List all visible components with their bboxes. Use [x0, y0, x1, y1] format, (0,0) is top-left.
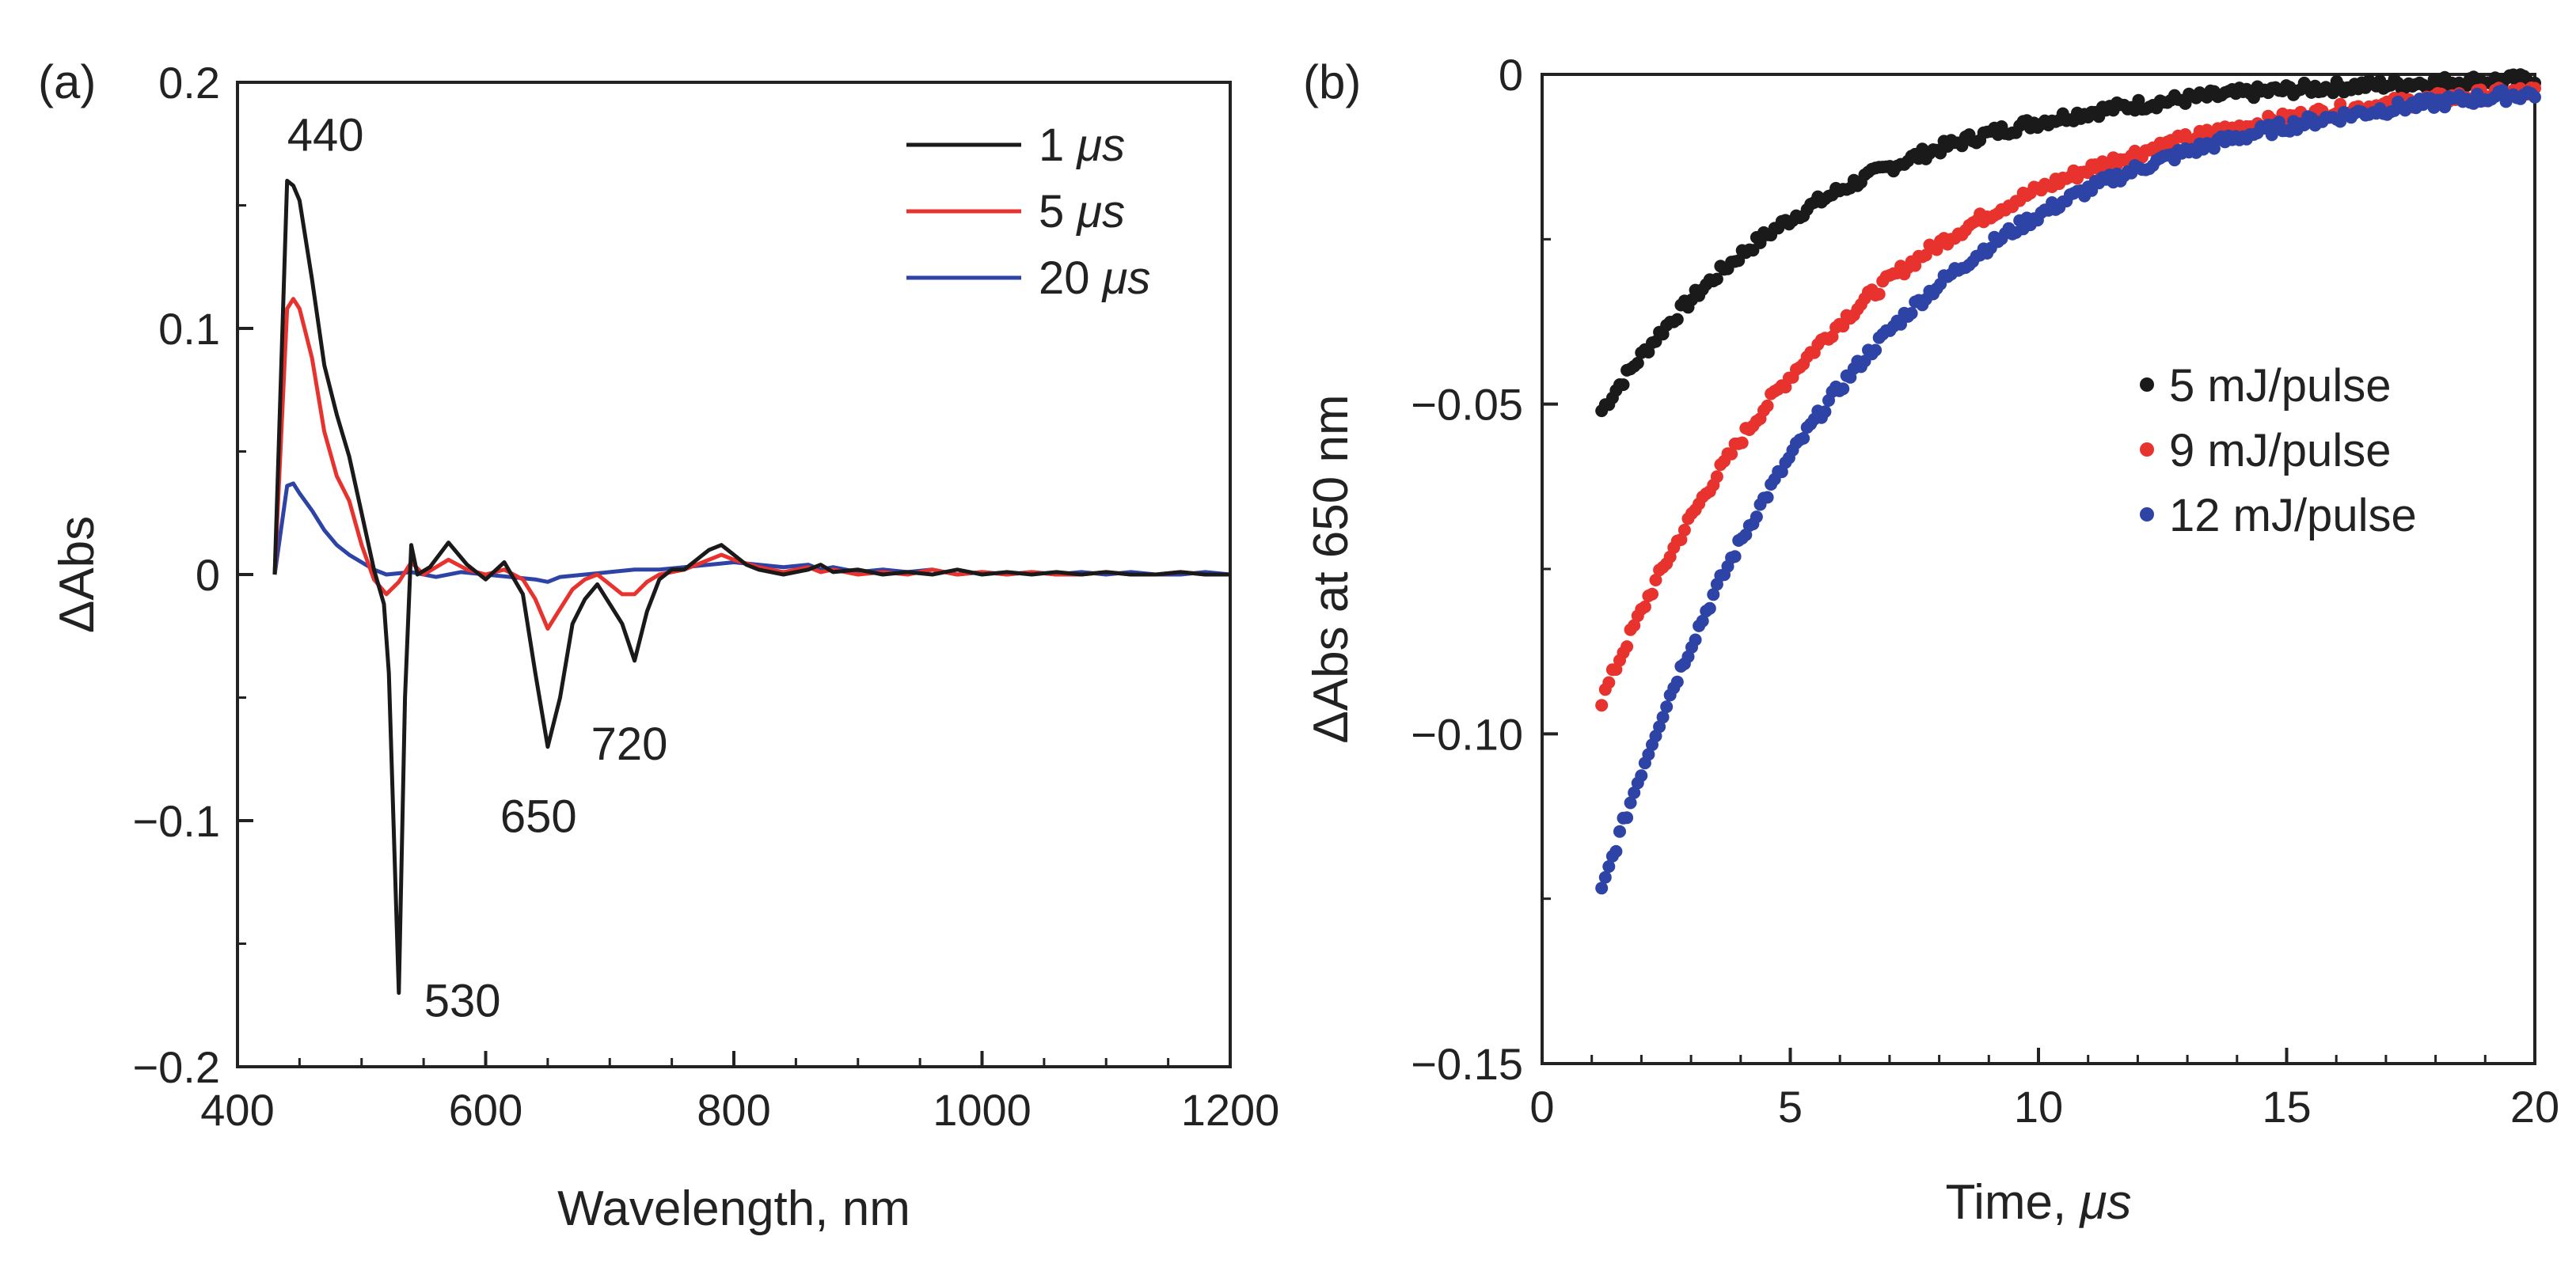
peak-label-720: 720	[591, 719, 668, 770]
panel-b-legend: 5 mJ/pulse 9 mJ/pulse 12 mJ/pulse	[2140, 360, 2417, 541]
panel-a-y-tick-label: 0.2	[158, 58, 220, 108]
data-point-12mj	[1761, 491, 1774, 504]
panel-a: (a) 400 600 800 1000 1200 −0.2 −0.1 0 0.1 0.2 440…	[38, 55, 1279, 1236]
panel-b-label: (b)	[1303, 55, 1361, 108]
data-point-9mj	[1761, 399, 1774, 412]
data-point-9mj	[1638, 600, 1651, 613]
data-point-12mj	[1656, 711, 1670, 724]
data-point-12mj	[1628, 786, 1641, 799]
panel-a-x-tick-label: 1200	[1181, 1085, 1280, 1135]
legend-label-5mj: 5 mJ/pulse	[2169, 360, 2391, 412]
legend-marker-5mj	[2140, 377, 2154, 392]
data-point-9mj	[1620, 640, 1634, 654]
data-point-9mj	[1628, 619, 1641, 632]
data-point-12mj	[1869, 343, 1883, 357]
legend-marker-12mj	[2140, 507, 2154, 522]
panel-a-y-tick-label: 0	[196, 550, 220, 600]
data-point-9mj	[1735, 436, 1749, 449]
panel-a-legend: 1 μs 5 μs 20 μs	[906, 119, 1150, 304]
panel-b-series	[1595, 68, 2541, 895]
data-point-12mj	[1609, 844, 1623, 858]
panel-b-x-axis-label: Time, μs	[1946, 1175, 2132, 1230]
panel-a-x-tick-label: 400	[200, 1085, 274, 1135]
data-point-12mj	[1653, 720, 1666, 734]
panel-b-x-tick-label: 20	[2510, 1082, 2559, 1132]
panel-b-ticks: 0 5 10 15 20 −0.15 −0.10 −0.05 0	[1411, 50, 2559, 1132]
panel-b-y-axis-label: ΔAbs at 650 nm	[1304, 394, 1358, 743]
data-point-12mj	[1613, 825, 1626, 838]
data-point-12mj	[1818, 405, 1832, 419]
panel-b-y-tick-label: −0.05	[1411, 380, 1523, 430]
legend-label-1us: 1 μs	[1039, 119, 1125, 171]
legend-label-5us: 5 μs	[1039, 186, 1125, 237]
panel-a-x-tick-label: 800	[697, 1085, 770, 1135]
data-point-12mj	[1635, 769, 1648, 783]
data-point-9mj	[1602, 676, 1616, 689]
peak-label-440: 440	[287, 109, 364, 161]
data-point-5mj	[1617, 378, 1630, 392]
data-point-9mj	[1872, 287, 1886, 301]
data-point-9mj	[1646, 587, 1658, 601]
panel-a-y-axis-label: ΔAbs	[50, 516, 104, 633]
data-point-12mj	[2265, 128, 2278, 142]
data-point-12mj	[1837, 382, 1850, 396]
panel-a-x-tick-label: 600	[449, 1085, 522, 1135]
data-point-9mj	[1725, 447, 1738, 461]
panel-b-x-tick-label: 5	[1778, 1082, 1803, 1132]
data-point-12mj	[1602, 860, 1616, 873]
peak-label-650: 650	[500, 791, 577, 843]
data-point-12mj	[1728, 550, 1742, 563]
legend-marker-9mj	[2140, 442, 2154, 457]
series-line-5us	[272, 297, 1230, 631]
data-point-9mj	[1674, 533, 1688, 546]
panel-a-y-tick-label: 0.1	[158, 304, 220, 354]
data-point-12mj	[1642, 748, 1655, 761]
panel-b-y-tick-label: −0.15	[1411, 1039, 1523, 1089]
panel-a-x-tick-label: 1000	[933, 1085, 1032, 1135]
data-point-12mj	[1620, 811, 1634, 825]
legend-label-20us: 20 μs	[1039, 252, 1150, 304]
panel-a-ticks: 400 600 800 1000 1200 −0.2 −0.1 0 0.1 0.2	[132, 58, 1279, 1135]
data-point-12mj	[1598, 870, 1612, 884]
legend-label-9mj: 9 mJ/pulse	[2169, 425, 2391, 476]
panel-a-x-axis-label: Wavelength, nm	[557, 1181, 910, 1236]
data-point-9mj	[1595, 699, 1609, 712]
legend-label-12mj: 12 mJ/pulse	[2169, 490, 2417, 541]
panel-a-label: (a)	[38, 55, 96, 108]
data-point-12mj	[1696, 614, 1709, 628]
data-point-5mj	[1732, 254, 1746, 267]
data-point-5mj	[1631, 356, 1644, 370]
data-point-12mj	[1703, 601, 1716, 615]
data-point-12mj	[1750, 510, 1763, 524]
data-point-9mj	[1919, 248, 1932, 262]
data-point-12mj	[1797, 431, 1810, 445]
data-point-12mj	[1905, 307, 1918, 320]
data-point-5mj	[1670, 313, 1684, 326]
data-point-12mj	[2529, 90, 2541, 104]
panel-a-y-tick-label: −0.1	[132, 796, 220, 846]
data-point-9mj	[1710, 470, 1723, 484]
data-point-12mj	[1689, 633, 1702, 647]
panel-b-x-tick-label: 0	[1529, 1082, 1554, 1132]
data-point-12mj	[1670, 675, 1684, 688]
data-point-9mj	[1649, 574, 1662, 586]
series-line-1us	[272, 178, 1230, 996]
panel-b: (b) 0 5 10 15 20 −0.15 −0.10 −0.05 0 5 mJ/pulse …	[1303, 50, 2559, 1230]
data-point-12mj	[1707, 588, 1720, 601]
panel-a-series	[272, 178, 1231, 996]
panel-b-x-tick-label: 10	[2014, 1082, 2063, 1132]
data-point-5mj	[1710, 272, 1723, 286]
panel-b-x-tick-label: 15	[2262, 1082, 2311, 1132]
panel-b-y-tick-label: −0.10	[1411, 709, 1523, 759]
data-point-12mj	[1595, 882, 1609, 895]
panel-b-y-tick-label: 0	[1499, 50, 1523, 100]
panel-a-y-tick-label: −0.2	[132, 1042, 220, 1092]
panel-a-annotations: 440 530 650 720	[287, 109, 668, 1026]
data-point-12mj	[2438, 101, 2452, 114]
data-point-9mj	[1677, 523, 1691, 537]
data-point-12mj	[1624, 796, 1637, 810]
data-point-12mj	[1660, 700, 1674, 714]
peak-label-530: 530	[424, 976, 501, 1027]
